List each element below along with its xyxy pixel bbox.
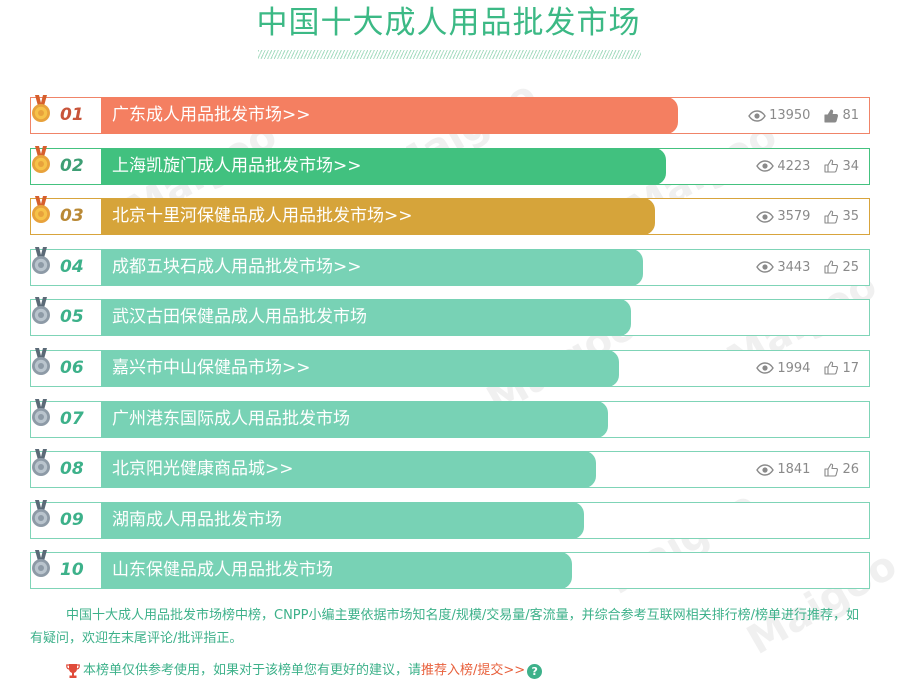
- silver-medal-icon: [32, 398, 50, 426]
- thumbs-up-icon[interactable]: [824, 463, 839, 477]
- rank-number: 06: [60, 357, 84, 378]
- silver-medal-icon: [32, 347, 50, 375]
- rank-number: 08: [60, 459, 84, 480]
- ranking-row: 07 广州港东国际成人用品批发市场: [30, 398, 870, 438]
- gold-medal-icon: [32, 196, 50, 224]
- ranking-row: 10 山东保健品成人用品批发市场: [30, 550, 870, 590]
- page-title: 中国十大成人用品批发市场: [256, 5, 641, 41]
- silver-medal-icon: [32, 499, 50, 527]
- like-count: 17: [842, 360, 859, 376]
- ranking-item-link[interactable]: 北京阳光健康商品城>>: [101, 451, 596, 489]
- ranking-item-link[interactable]: 北京十里河保健品成人用品批发市场>>: [101, 198, 655, 236]
- ranking-item-link[interactable]: 湖南成人用品批发市场: [101, 501, 584, 539]
- silver-medal-icon: [32, 246, 50, 274]
- thumbs-up-icon[interactable]: [824, 361, 839, 376]
- ranking-row: 04 成都五块石成人用品批发市场>> 3443 25: [30, 246, 870, 286]
- gold-medal-icon: [32, 95, 50, 122]
- ranking-row: 06 嘉兴市中山保健品市场>> 1994 17: [30, 347, 870, 387]
- help-icon[interactable]: ?: [527, 663, 543, 679]
- ranking-row: 05 武汉古田保健品成人用品批发市场: [30, 297, 870, 337]
- item-stats: 13950 81: [748, 98, 859, 133]
- eye-icon: [748, 109, 766, 122]
- ranking-item-link[interactable]: 嘉兴市中山保健品市场>>: [101, 349, 619, 387]
- ranking-row: 02 上海凯旋门成人用品批发市场>> 4223 34: [30, 145, 870, 185]
- eye-icon: [756, 362, 775, 375]
- view-count: 3579: [777, 209, 811, 225]
- rank-number: 10: [60, 560, 84, 581]
- thumbs-up-icon[interactable]: [824, 159, 839, 173]
- recommend-submit-link[interactable]: 推荐入榜/提交>>: [421, 663, 526, 678]
- item-stats: 4223 34: [756, 149, 859, 184]
- item-stats: 3579 35: [756, 199, 859, 234]
- rank-number: 02: [60, 155, 84, 176]
- rank-number: 03: [60, 206, 84, 227]
- ranking-item-link[interactable]: 山东保健品成人用品批发市场: [101, 552, 572, 590]
- silver-medal-icon: [32, 297, 50, 325]
- rank-number: 09: [60, 509, 84, 530]
- item-stats: 1841 26: [756, 452, 859, 487]
- item-stats: 3443 25: [756, 250, 859, 285]
- ranking-item-link[interactable]: 广州港东国际成人用品批发市场: [101, 400, 608, 438]
- ranking-row: 01 广东成人用品批发市场>> 13950 81: [30, 95, 870, 134]
- ranking-item-link[interactable]: 成都五块石成人用品批发市场>>: [101, 248, 643, 286]
- view-count: 4223: [777, 158, 811, 174]
- ranking-item-link[interactable]: 上海凯旋门成人用品批发市场>>: [101, 147, 666, 185]
- ranking-row: 03 北京十里河保健品成人用品批发市场>> 3579 35: [30, 196, 870, 236]
- view-count: 1841: [777, 462, 811, 478]
- view-count: 1994: [777, 360, 811, 376]
- rank-number: 07: [60, 408, 84, 429]
- rank-number: 04: [60, 256, 84, 277]
- footer-note-text: 本榜单仅供参考使用，如果对于该榜单您有更好的建议，请: [83, 663, 422, 678]
- ranking-list: 01 广东成人用品批发市场>> 13950 81 02 上海凯旋门成人用品批发市场>> 42…: [30, 95, 870, 603]
- thumbs-up-icon[interactable]: [824, 108, 839, 123]
- silver-medal-icon: [32, 449, 50, 477]
- like-count: 26: [842, 462, 859, 478]
- like-count: 35: [842, 209, 859, 225]
- ranking-description: 中国十大成人用品批发市场榜中榜，CNPP小编主要依据市场知名度/规模/交易量/客…: [30, 608, 860, 646]
- gold-medal-icon: [32, 145, 50, 173]
- trophy-icon: [66, 664, 80, 678]
- ranking-item-link[interactable]: 广东成人用品批发市场>>: [101, 97, 678, 134]
- title-divider: [258, 50, 641, 59]
- eye-icon: [756, 261, 775, 273]
- ranking-row: 08 北京阳光健康商品城>> 1841 26: [30, 449, 870, 489]
- eye-icon: [756, 210, 775, 223]
- rank-number: 01: [60, 105, 84, 125]
- like-count: 25: [842, 259, 859, 275]
- ranking-item-link[interactable]: 武汉古田保健品成人用品批发市场: [101, 299, 631, 337]
- ranking-row: 09 湖南成人用品批发市场: [30, 499, 870, 539]
- view-count: 3443: [777, 259, 811, 275]
- thumbs-up-icon[interactable]: [824, 210, 839, 224]
- eye-icon: [756, 463, 775, 476]
- like-count: 34: [842, 158, 859, 174]
- silver-medal-icon: [32, 550, 50, 578]
- eye-icon: [756, 160, 775, 172]
- thumbs-up-icon[interactable]: [824, 260, 839, 274]
- item-stats: 1994 17: [756, 351, 859, 386]
- footer-note: 本榜单仅供参考使用，如果对于该榜单您有更好的建议，请 推荐入榜/提交>> ?: [66, 661, 543, 681]
- rank-number: 05: [60, 307, 84, 328]
- view-count: 13950: [769, 108, 811, 123]
- like-count: 81: [842, 108, 859, 123]
